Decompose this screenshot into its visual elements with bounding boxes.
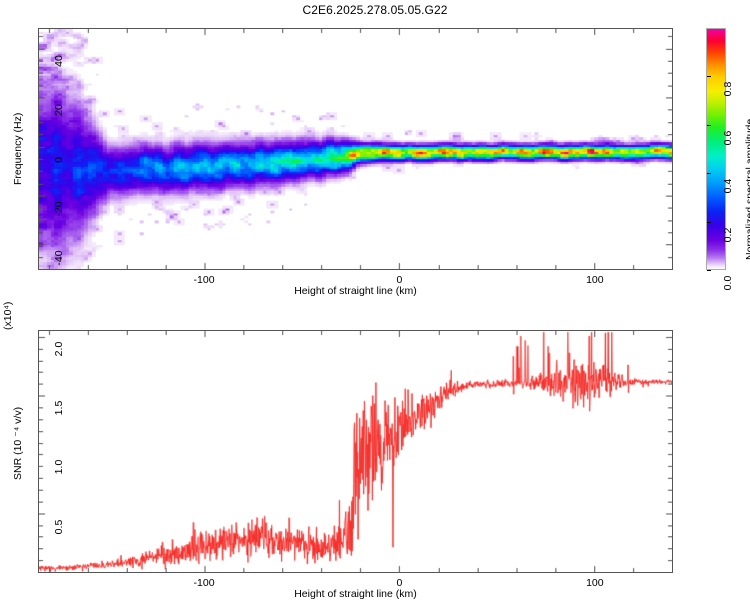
spectrogram-panel <box>38 28 673 270</box>
colorbar-tick: 0.6 <box>722 130 734 146</box>
snr-x-axis-label: Height of straight line (km) <box>294 588 417 600</box>
colorbar-tick-mark <box>707 222 711 223</box>
snr-x-tick: -100 <box>193 577 215 589</box>
spectrogram-x-tick: 100 <box>586 274 604 286</box>
spectrogram-y-tick: -20 <box>53 201 65 217</box>
colorbar-tick: 0.8 <box>722 82 734 97</box>
spectrogram-y-tick: 0 <box>53 156 65 163</box>
snr-x-tick: 0 <box>396 577 403 589</box>
snr-y-tick: 2.0 <box>53 341 65 357</box>
snr-y-tick: 1.0 <box>53 460 65 475</box>
colorbar-tick: 0.2 <box>722 227 734 242</box>
snr-y-tick: 1.5 <box>53 400 65 416</box>
spectrogram-y-axis-label: Frequency (Hz) <box>12 112 24 185</box>
figure-title: C2E6.2025.278.05.05.G22 <box>302 3 448 17</box>
snr-plot-area <box>39 331 672 572</box>
colorbar-tick-mark <box>707 125 711 126</box>
spectrogram-y-tick: 40 <box>53 54 65 67</box>
snr-y-axis-label: SNR (10 ⁻⁴ v/v) <box>12 406 24 480</box>
colorbar-tick-mark <box>707 270 711 271</box>
spectrogram-y-tick: -40 <box>53 250 65 266</box>
spectrogram-x-axis-label: Height of straight line (km) <box>294 285 417 297</box>
colorbar-tick: 0.4 <box>722 178 734 194</box>
colorbar <box>706 28 726 270</box>
spectrogram-x-tick: -100 <box>193 274 215 286</box>
colorbar-tick-mark <box>707 76 711 77</box>
snr-x-tick: 100 <box>586 577 604 589</box>
colorbar-label: Normalized spectral amplitude <box>744 118 750 260</box>
spectrogram-y-tick: 20 <box>53 104 65 116</box>
spectrogram-plot-area <box>39 29 672 269</box>
spectrogram-x-tick: 0 <box>396 274 403 286</box>
colorbar-gradient <box>706 28 726 270</box>
snr-y-tick: 0.5 <box>53 519 65 535</box>
colorbar-tick-mark <box>707 173 711 174</box>
snr-panel <box>38 330 673 573</box>
colorbar-tick: 0.0 <box>722 275 734 291</box>
